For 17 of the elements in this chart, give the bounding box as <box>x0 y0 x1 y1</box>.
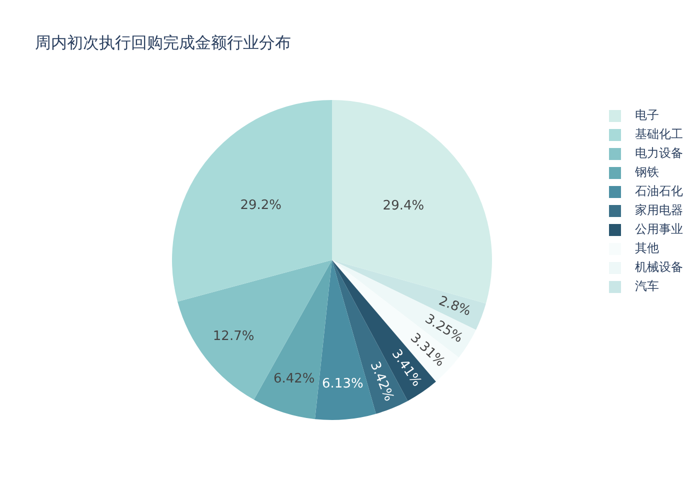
legend-label: 钢铁 <box>635 164 659 181</box>
legend-label: 其他 <box>635 240 659 257</box>
legend-label: 汽车 <box>635 278 659 295</box>
legend-label: 机械设备 <box>635 259 683 276</box>
legend-label: 公用事业 <box>635 221 683 238</box>
legend-label: 基础化工 <box>635 126 683 143</box>
legend-label: 电力设备 <box>635 145 683 162</box>
data-label: 29.2% <box>240 198 282 213</box>
data-label: 29.4% <box>382 198 424 214</box>
legend-label: 电子 <box>635 107 659 124</box>
legend-label: 家用电器 <box>635 202 683 219</box>
legend-label: 石油石化 <box>635 183 683 200</box>
data-label: 6.13% <box>322 376 364 392</box>
data-label: 6.42% <box>273 371 315 386</box>
data-label: 2.8% <box>436 294 473 320</box>
chart-title: 周内初次执行回购完成金额行业分布 <box>35 33 291 54</box>
data-label: 12.7% <box>212 329 254 344</box>
